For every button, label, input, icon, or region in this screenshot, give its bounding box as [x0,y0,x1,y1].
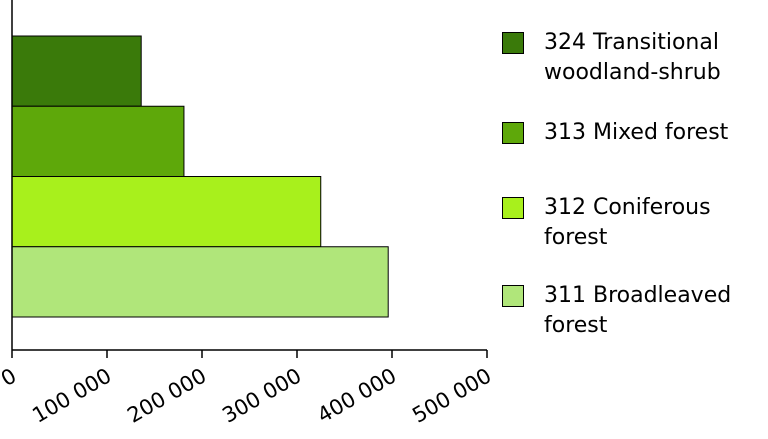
legend-item: 324 Transitional woodland-shrub [502,28,764,88]
bar [11,105,185,177]
legend-swatch [502,122,524,144]
bar [11,35,142,107]
legend-label: 313 Mixed forest [544,120,729,145]
legend-item: 312 Coniferous forest [502,193,764,253]
legend-label: 311 Broadleaved forest [544,283,732,338]
legend-swatch [502,32,524,54]
x-tick-label: 0 [0,364,21,391]
legend-swatch [502,285,524,307]
legend-item: 311 Broadleaved forest [502,281,764,341]
x-tick-label: 500 000 [408,364,495,428]
bar [11,176,322,248]
bar [11,246,389,318]
x-tick-label: 400 000 [313,364,400,428]
legend-item: 313 Mixed forest [502,118,764,148]
legend-label: 312 Coniferous forest [544,195,711,250]
legend-label: 324 Transitional woodland-shrub [544,30,721,85]
x-tick-label: 100 000 [28,364,115,428]
x-tick-label: 300 000 [218,364,305,428]
legend-swatch [502,197,524,219]
x-tick-label: 200 000 [123,364,210,428]
